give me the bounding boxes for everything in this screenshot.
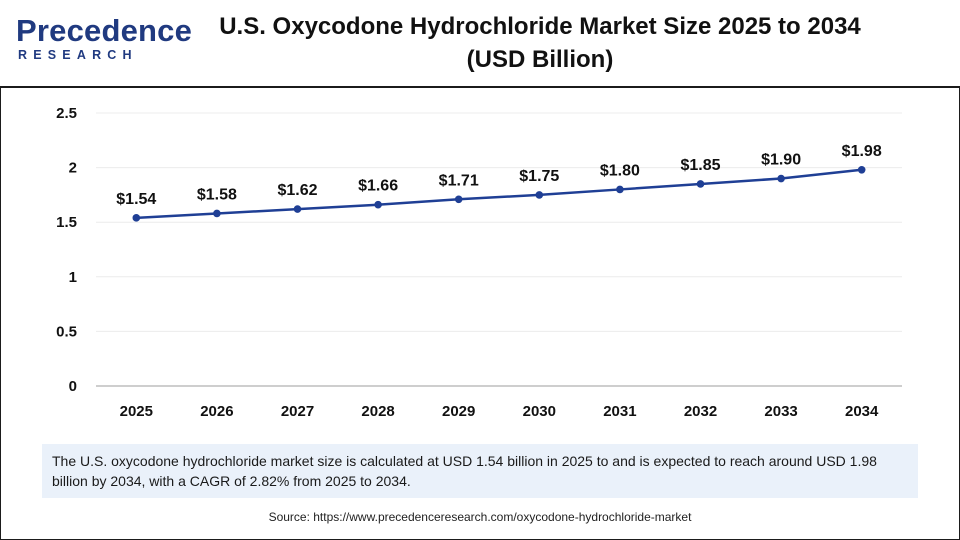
data-point	[374, 200, 382, 209]
line-chart: 0 0.5 1 1.5 2 2.5 2025 2026 2027 2028 2029 2030 203…	[56, 105, 902, 420]
data-label: $1.62	[277, 182, 317, 199]
y-tick-label: 1.5	[56, 214, 77, 231]
data-point	[535, 191, 544, 199]
logo-subtitle: RESEARCH	[18, 48, 138, 62]
data-label: $1.85	[680, 157, 720, 174]
data-label: $1.58	[197, 186, 237, 203]
data-point	[777, 174, 785, 183]
chart-title: U.S. Oxycodone Hydrochloride Market Size…	[190, 10, 890, 76]
x-tick-label: 2027	[281, 403, 314, 420]
data-label: $1.75	[519, 168, 559, 185]
chart-title-line-2: (USD Billion)	[466, 46, 614, 73]
y-tick-label: 1	[69, 269, 77, 286]
data-label: $1.71	[439, 172, 479, 189]
x-tick-label: 2032	[684, 403, 717, 420]
data-point	[213, 209, 221, 218]
header: Precedence RESEARCH U.S. Oxycodone Hydro…	[0, 0, 960, 88]
y-tick-label: 2	[69, 160, 77, 177]
data-label: $1.66	[358, 178, 398, 195]
x-tick-label: 2030	[523, 403, 556, 420]
y-tick-label: 0	[69, 378, 77, 395]
series-line	[136, 168, 862, 220]
y-tick-label: 0.5	[56, 323, 77, 340]
data-point	[293, 205, 302, 213]
brand-logo: Precedence RESEARCH	[16, 14, 192, 64]
data-point	[857, 165, 866, 174]
data-label: $1.90	[761, 152, 801, 169]
y-tick-label: 2.5	[56, 105, 77, 122]
x-tick-label: 2033	[764, 403, 797, 420]
data-label: $1.54	[116, 191, 156, 208]
series-line-path	[136, 168, 862, 220]
chart-title-line-1: U.S. Oxycodone Hydrochloride Market Size…	[219, 13, 861, 40]
data-label: $1.98	[842, 143, 882, 160]
x-tick-label: 2029	[442, 403, 475, 420]
data-point	[454, 195, 463, 204]
summary-note: The U.S. oxycodone hydrochloride market …	[42, 444, 918, 498]
x-axis-ticks: 2025 2026 2027 2028 2029 2030 2031 2032 2033 2034	[120, 403, 879, 420]
gridlines	[96, 112, 902, 387]
y-axis-ticks: 0 0.5 1 1.5 2 2.5	[56, 105, 77, 395]
data-point	[616, 185, 624, 194]
logo-wordmark: Precedence	[16, 13, 193, 48]
x-tick-label: 2034	[845, 403, 879, 420]
x-tick-label: 2025	[120, 403, 153, 420]
x-tick-label: 2028	[361, 403, 394, 420]
data-point	[132, 214, 141, 222]
data-label: $1.80	[600, 162, 640, 179]
data-point	[696, 180, 705, 188]
data-points	[132, 165, 866, 222]
data-labels: $1.54 $1.58 $1.62 $1.66 $1.71 $1.75 $1.80 $1.85…	[116, 143, 882, 208]
x-tick-label: 2031	[603, 403, 636, 420]
source-link[interactable]: Source: https://www.precedenceresearch.c…	[268, 510, 692, 524]
x-tick-label: 2026	[200, 403, 233, 420]
